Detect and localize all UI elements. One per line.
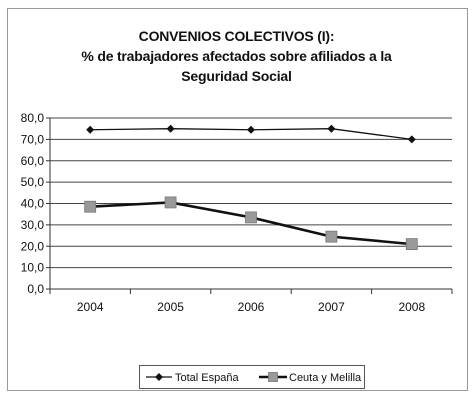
y-tick-label: 30,0 bbox=[21, 218, 45, 232]
chart-title-line-2: % de trabajadores afectados sobre afilia… bbox=[81, 48, 392, 64]
legend bbox=[139, 365, 365, 389]
chart-title-line-1: CONVENIOS COLECTIVOS (I): bbox=[138, 28, 335, 44]
data-point bbox=[86, 125, 95, 134]
y-tick-label: 50,0 bbox=[21, 175, 45, 189]
data-point bbox=[84, 200, 97, 213]
data-point bbox=[327, 124, 336, 133]
legend-marker-ceuta-y-melilla bbox=[268, 372, 278, 382]
x-tick-label: 2006 bbox=[238, 300, 265, 314]
chart-title-line-3: Seguridad Social bbox=[181, 68, 292, 84]
y-tick-label: 20,0 bbox=[21, 239, 45, 253]
data-point bbox=[166, 124, 175, 133]
y-tick-label: 0,0 bbox=[27, 282, 44, 296]
data-point bbox=[407, 135, 416, 144]
data-point bbox=[164, 196, 177, 209]
y-tick-label: 70,0 bbox=[21, 132, 45, 146]
data-point bbox=[247, 125, 255, 134]
x-tick-label: 2004 bbox=[77, 300, 104, 314]
chart-title: CONVENIOS COLECTIVOS (I): % de trabajado… bbox=[0, 26, 473, 86]
chart-frame bbox=[7, 8, 468, 391]
y-tick-label: 10,0 bbox=[21, 261, 45, 275]
legend-label-total-espana: Total España bbox=[175, 372, 239, 384]
y-tick-label: 40,0 bbox=[21, 197, 45, 211]
x-tick-label: 2005 bbox=[157, 300, 184, 314]
legend-label-ceuta-y-melilla: Ceuta y Melilla bbox=[289, 372, 362, 384]
legend-marker-total-espana bbox=[155, 373, 163, 381]
data-point bbox=[405, 238, 418, 251]
x-tick-label: 2008 bbox=[398, 300, 425, 314]
data-point bbox=[245, 211, 257, 224]
x-tick-label: 2007 bbox=[318, 300, 345, 314]
y-tick-label: 60,0 bbox=[21, 154, 45, 168]
data-point bbox=[325, 230, 338, 243]
y-tick-label: 80,0 bbox=[21, 111, 45, 125]
